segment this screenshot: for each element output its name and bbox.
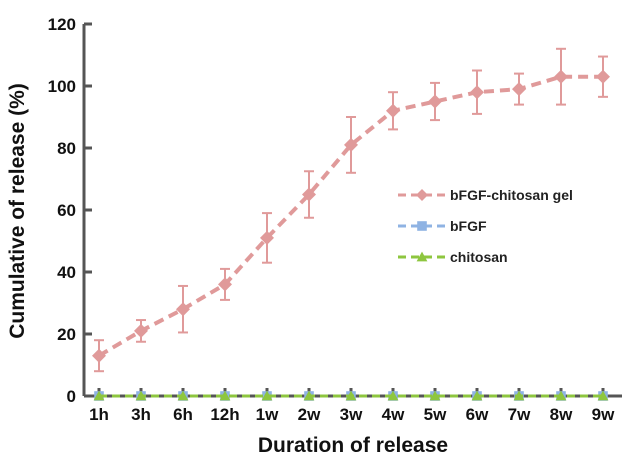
x-tick-label: 4w xyxy=(382,405,405,424)
y-tick-label: 40 xyxy=(57,263,76,282)
y-tick-label: 120 xyxy=(48,15,76,34)
x-tick-label: 6w xyxy=(466,405,489,424)
triangle-marker xyxy=(555,390,567,401)
triangle-marker xyxy=(177,390,189,401)
triangle-marker xyxy=(387,390,399,401)
triangle-marker xyxy=(219,390,231,401)
axes xyxy=(82,24,622,398)
triangle-marker xyxy=(93,390,105,401)
x-ticks: 1h 3h 6h 12h 1w 2w 3w 4w 5w 6w 7w 8w 9w xyxy=(89,388,615,424)
diamond-marker xyxy=(176,302,190,317)
diamond-marker xyxy=(134,323,148,338)
diamond-marker xyxy=(218,277,232,292)
triangle-marker xyxy=(135,390,147,401)
y-tick-label: 0 xyxy=(67,387,76,406)
x-tick-label: 7w xyxy=(508,405,531,424)
y-tick-label: 60 xyxy=(57,201,76,220)
triangle-marker xyxy=(429,390,441,401)
x-tick-label: 12h xyxy=(210,405,239,424)
diamond-marker xyxy=(302,187,316,202)
series-chitosan xyxy=(93,390,609,401)
x-tick-label: 6h xyxy=(173,405,193,424)
triangle-marker xyxy=(345,390,357,401)
triangle-marker xyxy=(471,390,483,401)
legend-label: chitosan xyxy=(450,249,508,265)
triangle-marker xyxy=(261,390,273,401)
diamond-marker xyxy=(92,348,106,363)
y-tick-label: 100 xyxy=(48,77,76,96)
y-tick-label: 20 xyxy=(57,325,76,344)
series-bfgf-chitosan-gel xyxy=(92,47,610,373)
legend-label: bFGF-chitosan gel xyxy=(450,187,573,203)
x-tick-label: 9w xyxy=(592,405,615,424)
x-tick-label: 8w xyxy=(550,405,573,424)
diamond-marker xyxy=(554,69,568,84)
diamond-marker xyxy=(512,82,526,97)
x-axis-title: Duration of release xyxy=(258,434,448,457)
triangle-marker xyxy=(303,390,315,401)
y-tick-label: 80 xyxy=(57,139,76,158)
triangle-marker xyxy=(597,390,609,401)
diamond-marker xyxy=(416,189,428,201)
y-axis-title: Cumulative of release (%) xyxy=(6,83,29,339)
x-tick-label: 1w xyxy=(256,405,279,424)
x-tick-label: 3w xyxy=(340,405,363,424)
diamond-marker xyxy=(428,94,442,109)
x-tick-label: 1h xyxy=(89,405,109,424)
diamond-marker xyxy=(260,230,274,245)
diamond-marker xyxy=(596,69,610,84)
legend: bFGF-chitosan gel bFGF chitosan xyxy=(398,187,573,265)
square-marker xyxy=(417,221,427,231)
x-tick-label: 5w xyxy=(424,405,447,424)
diamond-marker xyxy=(470,85,484,100)
diamond-marker xyxy=(386,103,400,118)
triangle-marker xyxy=(513,390,525,401)
legend-label: bFGF xyxy=(450,218,487,234)
diamond-marker xyxy=(344,137,358,152)
y-ticks: 0 20 40 60 80 100 120 xyxy=(48,15,92,406)
x-tick-label: 3h xyxy=(131,405,151,424)
x-tick-label: 2w xyxy=(298,405,321,424)
triangle-marker xyxy=(416,251,428,262)
series-layer xyxy=(92,47,610,401)
